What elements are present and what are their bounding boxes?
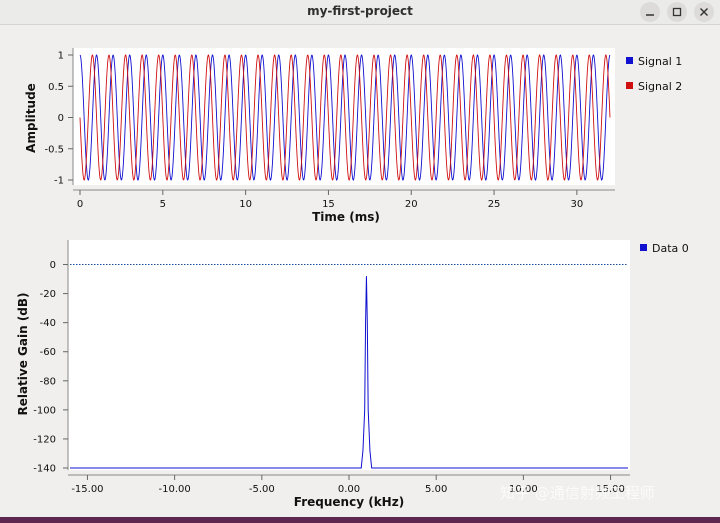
freq-plot-area [70, 264, 628, 469]
desktop-edge [0, 517, 720, 523]
freq-x-tick-label: 15.00 [596, 484, 625, 495]
time-x-tick-label: 15 [322, 199, 335, 210]
freq-y-tick-label: -80 [40, 376, 56, 387]
freq-y-tick-label: -140 [33, 464, 56, 475]
time-plot-area [79, 54, 611, 181]
close-button[interactable] [694, 2, 714, 22]
time-y-tick-label: 0.5 [48, 82, 64, 93]
freq-y-tick-label: -120 [33, 434, 56, 445]
freq-legend: Data 0 [640, 242, 689, 255]
legend-label-signal-2: Signal 2 [638, 80, 682, 93]
freq-y-tick-label: -100 [33, 405, 56, 416]
freq-x-tick-label: -10.00 [159, 484, 191, 495]
time-x-ticks: 0 5 10 15 20 25 30 [77, 190, 583, 210]
minimize-button[interactable] [640, 2, 660, 22]
freq-x-tick-label: 5.00 [425, 484, 447, 495]
time-x-label: Time (ms) [312, 210, 380, 224]
freq-y-tick-label: -40 [40, 318, 56, 329]
maximize-icon [672, 7, 682, 17]
freq-y-tick-label: 0 [50, 260, 56, 271]
watermark-text: 知乎 @通信射频工程师 [500, 484, 655, 502]
legend-swatch-signal-1 [626, 57, 633, 64]
freq-x-tick-label: -15.00 [71, 484, 103, 495]
time-y-ticks: 1 0.5 0 -0.5 -1 [44, 51, 73, 187]
freq-x-tick-label: 10.00 [509, 484, 538, 495]
window-title: my-first-project [307, 4, 413, 18]
title-bar[interactable]: my-first-project [0, 0, 720, 25]
time-x-tick-label: 10 [239, 199, 252, 210]
legend-swatch-data-0 [640, 244, 647, 251]
time-x-tick-label: 30 [571, 199, 584, 210]
time-x-tick-label: 20 [405, 199, 418, 210]
close-icon [700, 8, 708, 16]
freq-y-tick-label: -20 [40, 289, 56, 300]
time-x-tick-label: 5 [160, 199, 166, 210]
time-y-tick-label: -1 [54, 176, 64, 187]
maximize-button[interactable] [667, 2, 687, 22]
freq-y-ticks: 0 -20 -40 -60 -80 -100 -120 -140 [33, 260, 68, 475]
freq-x-ticks: -15.00 -10.00 -5.00 0.00 5.00 10.00 15.00 [71, 475, 625, 495]
freq-x-tick-label: -5.00 [249, 484, 275, 495]
time-series-2-line [79, 54, 611, 181]
freq-y-label: Relative Gain (dB) [16, 292, 30, 415]
freq-x-label: Frequency (kHz) [294, 495, 404, 509]
time-x-tick-label: 25 [488, 199, 501, 210]
time-y-tick-label: 1 [58, 51, 64, 62]
freq-plot[interactable]: 0 -20 -40 -60 -80 -100 -120 -140 -15.00 -10.00 -5… [16, 240, 630, 509]
time-y-tick-label: 0 [58, 113, 64, 124]
legend-label-data-0: Data 0 [652, 242, 689, 255]
time-x-tick-label: 0 [77, 199, 83, 210]
freq-series-0-line [70, 276, 628, 469]
freq-plot-background [68, 240, 630, 470]
time-series-1-line [79, 54, 611, 181]
time-y-label: Amplitude [24, 83, 38, 153]
legend-label-signal-1: Signal 1 [638, 55, 682, 68]
time-y-tick-label: -0.5 [44, 144, 64, 155]
time-legend: Signal 1 Signal 2 [626, 55, 682, 93]
minimize-icon [646, 14, 654, 16]
time-plot[interactable]: 1 0.5 0 -0.5 -1 0 5 10 15 20 25 30 Time (ms) Ampli… [24, 48, 615, 224]
legend-swatch-signal-2 [626, 82, 633, 89]
freq-y-tick-label: -60 [40, 347, 56, 358]
freq-x-tick-label: 0.00 [338, 484, 360, 495]
